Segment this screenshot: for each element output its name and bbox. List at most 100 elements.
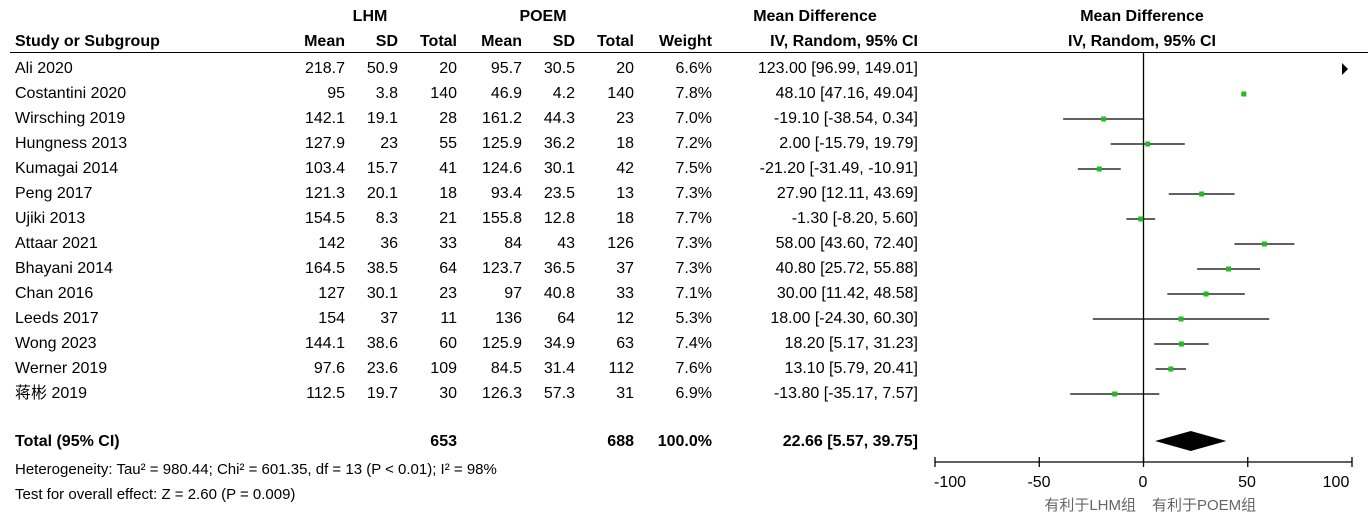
total1-value: 64 bbox=[439, 260, 457, 277]
study-name: Costantini 2020 bbox=[15, 85, 127, 102]
mean2-value: 155.8 bbox=[481, 210, 522, 227]
study-point bbox=[1096, 166, 1102, 172]
sd2-value: 31.4 bbox=[543, 360, 575, 377]
weight-value: 7.3% bbox=[675, 185, 712, 202]
study-name: 蒋彬 2019 bbox=[15, 385, 88, 402]
sd2-value: 30.1 bbox=[543, 160, 575, 177]
total1-value: 28 bbox=[439, 110, 457, 127]
sd1-value: 36 bbox=[380, 235, 398, 252]
study-name: Ujiki 2013 bbox=[15, 210, 86, 227]
mean1-value: 154.5 bbox=[304, 210, 345, 227]
tick-label: 0 bbox=[1138, 474, 1148, 491]
sd2-value: 44.3 bbox=[543, 110, 575, 127]
total-weight: 100.0% bbox=[657, 433, 712, 450]
plot-title: Mean Difference bbox=[1080, 8, 1204, 25]
study-point bbox=[1101, 116, 1107, 122]
total1-value: 140 bbox=[430, 85, 457, 102]
total1-value: 23 bbox=[439, 285, 457, 302]
total1-value: 33 bbox=[439, 235, 457, 252]
mean2-value: 126.3 bbox=[481, 385, 522, 402]
col-weight-header: Weight bbox=[658, 33, 712, 50]
sd1-value: 20.1 bbox=[366, 185, 398, 202]
weight-value: 7.3% bbox=[675, 260, 712, 277]
sd2-value: 4.2 bbox=[552, 85, 575, 102]
sd2-value: 30.5 bbox=[543, 60, 575, 77]
total1-value: 55 bbox=[439, 135, 457, 152]
weight-value: 7.4% bbox=[675, 335, 712, 352]
total2-value: 20 bbox=[616, 60, 634, 77]
study-point bbox=[1178, 341, 1184, 347]
mean1-value: 144.1 bbox=[304, 335, 345, 352]
col-total1-header: Total bbox=[419, 33, 457, 50]
total-group1: 653 bbox=[430, 433, 457, 450]
sd1-value: 3.8 bbox=[375, 85, 398, 102]
mean1-value: 97.6 bbox=[313, 360, 345, 377]
mean2-value: 93.4 bbox=[490, 185, 522, 202]
total2-value: 112 bbox=[608, 360, 634, 377]
mean2-value: 161.2 bbox=[481, 110, 522, 127]
study-name: Bhayani 2014 bbox=[15, 260, 113, 277]
mean2-value: 136 bbox=[495, 310, 522, 327]
study-point bbox=[1145, 141, 1151, 147]
total2-value: 23 bbox=[616, 110, 634, 127]
mean2-value: 84.5 bbox=[490, 360, 522, 377]
mean1-value: 103.4 bbox=[304, 160, 345, 177]
study-point bbox=[1241, 91, 1247, 97]
mean2-value: 123.7 bbox=[481, 260, 522, 277]
study-name: Wirsching 2019 bbox=[15, 110, 126, 127]
mean2-value: 46.9 bbox=[490, 85, 522, 102]
header-rule bbox=[10, 52, 1368, 53]
study-point bbox=[1112, 391, 1118, 397]
ci-value: 123.00 [96.99, 149.01] bbox=[757, 60, 918, 77]
group2-header: POEM bbox=[519, 8, 567, 25]
col-ci-header: IV, Random, 95% CI bbox=[770, 33, 918, 50]
sd1-value: 23.6 bbox=[366, 360, 398, 377]
weight-value: 7.0% bbox=[675, 110, 712, 127]
total1-value: 18 bbox=[439, 185, 457, 202]
sd2-value: 12.8 bbox=[543, 210, 575, 227]
total2-value: 18 bbox=[616, 210, 634, 227]
ci-value: 18.20 [5.17, 31.23] bbox=[784, 335, 918, 352]
mean2-value: 97 bbox=[504, 285, 522, 302]
study-name: Leeds 2017 bbox=[15, 310, 99, 327]
sd2-value: 36.2 bbox=[543, 135, 575, 152]
tick-label: 100 bbox=[1322, 474, 1350, 491]
mean1-value: 127 bbox=[318, 285, 345, 302]
sd1-value: 19.7 bbox=[366, 385, 398, 402]
mean1-value: 142.1 bbox=[304, 110, 345, 127]
total2-value: 126 bbox=[607, 235, 634, 252]
sd1-value: 38.5 bbox=[366, 260, 398, 277]
sd2-value: 36.5 bbox=[543, 260, 575, 277]
total2-value: 37 bbox=[616, 260, 634, 277]
total2-value: 13 bbox=[616, 185, 634, 202]
plot-subtitle: IV, Random, 95% CI bbox=[1068, 33, 1216, 50]
study-name: Attaar 2021 bbox=[15, 235, 98, 252]
study-name: Wong 2023 bbox=[15, 335, 97, 352]
sd2-value: 57.3 bbox=[543, 385, 575, 402]
col-sd1-header: SD bbox=[375, 33, 398, 50]
total-ci: 22.66 [5.57, 39.75] bbox=[782, 433, 918, 450]
favors-group2-label: 有利于POEM组 bbox=[1152, 497, 1257, 514]
total1-value: 109 bbox=[430, 360, 457, 377]
mean2-value: 95.7 bbox=[490, 60, 522, 77]
sd1-value: 38.6 bbox=[366, 335, 398, 352]
total1-value: 41 bbox=[439, 160, 457, 177]
mean2-value: 125.9 bbox=[481, 135, 522, 152]
heterogeneity-text: Heterogeneity: Tau² = 980.44; Chi² = 601… bbox=[15, 461, 497, 478]
total1-value: 11 bbox=[440, 310, 457, 327]
total1-value: 20 bbox=[439, 60, 457, 77]
col-sd2-header: SD bbox=[552, 33, 575, 50]
mean1-value: 121.3 bbox=[304, 185, 345, 202]
total1-value: 60 bbox=[439, 335, 457, 352]
weight-value: 5.3% bbox=[675, 310, 712, 327]
total2-value: 12 bbox=[616, 310, 634, 327]
sd2-value: 64 bbox=[557, 310, 575, 327]
ci-value: -13.80 [-35.17, 7.57] bbox=[773, 385, 918, 402]
sd1-value: 8.3 bbox=[375, 210, 398, 227]
total2-value: 31 bbox=[616, 385, 634, 402]
mean2-value: 125.9 bbox=[481, 335, 522, 352]
mean1-value: 127.9 bbox=[304, 135, 345, 152]
total2-value: 140 bbox=[607, 85, 634, 102]
